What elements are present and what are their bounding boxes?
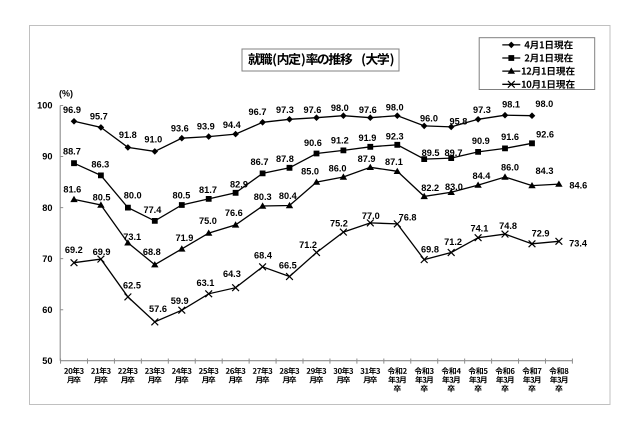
svg-text:92.6: 92.6	[536, 129, 554, 139]
svg-text:74.8: 74.8	[499, 221, 517, 231]
svg-text:77.4: 77.4	[143, 205, 162, 215]
svg-text:76.8: 76.8	[399, 213, 417, 223]
svg-text:96.0: 96.0	[420, 114, 438, 124]
svg-text:70: 70	[42, 254, 52, 264]
svg-text:96.7: 96.7	[249, 107, 267, 117]
svg-text:62.5: 62.5	[123, 280, 141, 290]
svg-text:91.8: 91.8	[119, 130, 137, 140]
svg-text:87.9: 87.9	[358, 154, 376, 164]
svg-text:96.9: 96.9	[63, 105, 81, 115]
svg-text:73.1: 73.1	[123, 232, 141, 242]
svg-text:89.5: 89.5	[422, 148, 440, 158]
svg-text:93.9: 93.9	[197, 121, 215, 131]
svg-text:88.7: 88.7	[63, 147, 81, 157]
svg-text:89.7: 89.7	[445, 148, 463, 158]
svg-text:50: 50	[42, 356, 52, 366]
svg-text:81.6: 81.6	[63, 184, 81, 194]
svg-text:97.3: 97.3	[473, 105, 491, 115]
svg-text:68.8: 68.8	[143, 247, 161, 257]
svg-text:91.2: 91.2	[331, 135, 349, 145]
svg-text:83.0: 83.0	[445, 182, 463, 192]
svg-text:69.8: 69.8	[421, 245, 439, 255]
svg-text:(%): (%)	[59, 89, 73, 99]
svg-text:84.6: 84.6	[569, 180, 587, 190]
svg-text:80: 80	[42, 203, 52, 213]
svg-text:97.3: 97.3	[276, 105, 294, 115]
svg-text:80.5: 80.5	[172, 190, 190, 200]
svg-text:77.0: 77.0	[362, 211, 380, 221]
svg-text:91.9: 91.9	[358, 133, 376, 143]
svg-text:87.8: 87.8	[276, 154, 294, 164]
svg-text:98.0: 98.0	[331, 103, 349, 113]
svg-text:98.0: 98.0	[386, 103, 404, 113]
svg-text:71.2: 71.2	[299, 240, 317, 250]
svg-text:90.6: 90.6	[304, 138, 322, 148]
svg-text:72.9: 72.9	[532, 228, 550, 238]
svg-text:63.1: 63.1	[196, 278, 214, 288]
svg-text:92.3: 92.3	[386, 132, 404, 142]
svg-text:86.7: 86.7	[251, 157, 269, 167]
svg-text:73.4: 73.4	[569, 238, 588, 248]
svg-text:85.0: 85.0	[301, 166, 319, 176]
svg-text:59.9: 59.9	[171, 296, 189, 306]
svg-text:69.2: 69.2	[65, 245, 83, 255]
svg-text:75.2: 75.2	[330, 218, 348, 228]
svg-text:100: 100	[37, 101, 52, 111]
svg-text:66.5: 66.5	[279, 261, 297, 271]
svg-text:57.6: 57.6	[149, 304, 167, 314]
svg-text:91.6: 91.6	[501, 132, 519, 142]
svg-text:80.0: 80.0	[124, 190, 142, 200]
svg-text:97.6: 97.6	[303, 105, 321, 115]
svg-text:94.4: 94.4	[223, 120, 242, 130]
svg-text:84.3: 84.3	[536, 166, 554, 176]
svg-text:82.2: 82.2	[421, 183, 439, 193]
svg-text:86.0: 86.0	[501, 162, 519, 172]
svg-text:95.7: 95.7	[90, 112, 108, 122]
svg-text:93.6: 93.6	[171, 124, 189, 134]
svg-text:69.9: 69.9	[93, 247, 111, 257]
svg-text:91.0: 91.0	[144, 135, 162, 145]
svg-text:71.9: 71.9	[175, 233, 193, 243]
svg-text:90.9: 90.9	[472, 136, 490, 146]
svg-text:98.1: 98.1	[502, 100, 520, 110]
svg-text:80.3: 80.3	[254, 192, 272, 202]
svg-text:60: 60	[42, 305, 52, 315]
svg-text:86.3: 86.3	[91, 159, 109, 169]
svg-text:76.6: 76.6	[225, 208, 243, 218]
svg-text:64.3: 64.3	[223, 269, 241, 279]
svg-text:71.2: 71.2	[444, 237, 462, 247]
svg-text:74.1: 74.1	[470, 223, 488, 233]
svg-text:82.9: 82.9	[230, 179, 248, 189]
svg-text:68.4: 68.4	[254, 251, 273, 261]
svg-text:80.4: 80.4	[279, 191, 298, 201]
svg-text:75.0: 75.0	[199, 216, 217, 226]
svg-text:80.5: 80.5	[93, 193, 111, 203]
svg-text:90: 90	[42, 152, 52, 162]
svg-text:86.0: 86.0	[329, 164, 347, 174]
svg-text:97.6: 97.6	[359, 105, 377, 115]
svg-text:84.4: 84.4	[472, 171, 491, 181]
svg-text:95.8: 95.8	[449, 117, 467, 127]
svg-text:81.7: 81.7	[199, 185, 217, 195]
svg-text:98.0: 98.0	[535, 99, 553, 109]
svg-text:87.1: 87.1	[385, 157, 403, 167]
